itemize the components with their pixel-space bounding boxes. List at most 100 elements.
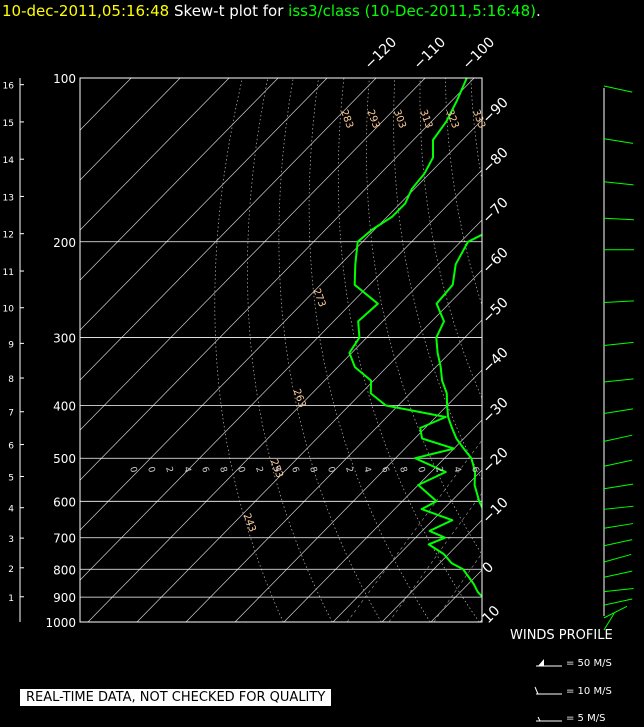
height-tick-label: 10 bbox=[3, 305, 15, 315]
height-tick-label: 9 bbox=[8, 340, 14, 350]
legend-5ms-label: = 5 M/S bbox=[566, 713, 606, 724]
moist-adiabat-label: 0 bbox=[127, 466, 138, 474]
wind-barb bbox=[603, 408, 634, 415]
wind-barb bbox=[603, 587, 634, 593]
moist-adiabat-label: 0 bbox=[235, 466, 246, 474]
isotherm-line bbox=[80, 78, 181, 181]
wind-barb bbox=[603, 570, 633, 578]
temperature-tick-label: −100 bbox=[460, 34, 499, 73]
temperature-tick-label: −10 bbox=[480, 495, 512, 527]
dry-adiabat-line bbox=[214, 78, 284, 622]
temperature-tick-label: 10 bbox=[480, 603, 504, 627]
moist-adiabat-label: 4 bbox=[451, 466, 462, 474]
isotherm-line bbox=[136, 269, 482, 622]
moist-adiabat-label: 8 bbox=[217, 466, 228, 474]
moist-adiabat-label: 8 bbox=[307, 466, 318, 474]
height-tick-label: 3 bbox=[8, 535, 14, 545]
mixing-ratio-line bbox=[388, 492, 482, 622]
moist-adiabat-label: 0 bbox=[145, 466, 156, 474]
moist-adiabat-label: 2 bbox=[253, 466, 264, 474]
dry-adiabat-line bbox=[419, 78, 482, 400]
winds-profile-title: WINDS PROFILE bbox=[510, 628, 613, 643]
height-tick-label: 7 bbox=[8, 409, 14, 419]
chart-title: 10-dec-2011,05:16:48 Skew-t plot for iss… bbox=[2, 2, 541, 20]
dry-adiabat-line bbox=[278, 78, 382, 622]
pressure-tick-label: 600 bbox=[53, 495, 76, 509]
isotherm-line bbox=[332, 469, 482, 622]
dry-adiabat-line bbox=[522, 78, 644, 622]
isotherm-line bbox=[80, 78, 328, 331]
title-source: iss3/class (10-Dec-2011,5:16:48) bbox=[288, 2, 536, 20]
dry-adiabat-label: 243 bbox=[241, 512, 258, 534]
wind-barb bbox=[603, 459, 633, 467]
dry-adiabat-label: 323 bbox=[444, 108, 461, 130]
wind-barb bbox=[603, 539, 633, 547]
isotherm-line bbox=[430, 569, 482, 622]
moist-adiabat-label: 0 bbox=[415, 466, 426, 474]
isotherm-line bbox=[578, 78, 644, 622]
wind-barb bbox=[603, 181, 634, 186]
mixing-ratio-line bbox=[535, 242, 644, 622]
wind-barb bbox=[603, 138, 634, 144]
moist-adiabat-label: 0 bbox=[325, 466, 336, 474]
pressure-tick-label: 400 bbox=[53, 400, 76, 414]
mixing-ratio-line bbox=[552, 242, 644, 622]
legend-10ms-label: = 10 M/S bbox=[566, 686, 612, 697]
dry-adiabat-label: 313 bbox=[417, 108, 434, 130]
height-tick-label: 2 bbox=[8, 565, 14, 575]
height-tick-label: 15 bbox=[3, 119, 14, 129]
mixing-ratio-line bbox=[579, 242, 644, 622]
dry-adiabat-label: 303 bbox=[391, 108, 408, 130]
pressure-tick-label: 1000 bbox=[45, 616, 76, 630]
dry-adiabat-label: 273 bbox=[310, 287, 327, 309]
wind-barb bbox=[603, 553, 632, 563]
isotherm-line bbox=[80, 78, 279, 281]
isotherm-line bbox=[185, 319, 482, 622]
wind-barb bbox=[603, 85, 633, 93]
isotherm-line bbox=[80, 78, 377, 381]
pressure-tick-label: 500 bbox=[53, 452, 76, 466]
pressure-tick-label: 800 bbox=[53, 563, 76, 577]
title-prefix: Skew-t plot for bbox=[174, 2, 284, 20]
pressure-tick-label: 900 bbox=[53, 591, 76, 605]
wind-barb bbox=[603, 341, 634, 347]
wind-barb bbox=[603, 378, 634, 383]
dry-adiabat-label: 293 bbox=[364, 108, 381, 130]
isotherm-line bbox=[80, 78, 475, 481]
temperature-tick-label: −70 bbox=[480, 195, 512, 227]
wind-barb bbox=[603, 483, 634, 490]
mixing-ratio-line bbox=[590, 242, 644, 622]
pressure-tick-label: 200 bbox=[53, 236, 76, 250]
moist-adiabat-label: 8 bbox=[397, 466, 408, 474]
mixing-ratio-line bbox=[433, 552, 482, 622]
disclaimer-banner: REAL-TIME DATA, NOT CHECKED FOR QUALITY bbox=[20, 689, 332, 706]
moist-adiabat-label: 4 bbox=[181, 466, 192, 474]
temperature-tick-label: −80 bbox=[480, 145, 512, 177]
isotherm-line bbox=[80, 78, 426, 431]
height-tick-label: 5 bbox=[8, 474, 14, 484]
temperature-tick-label: −110 bbox=[411, 34, 450, 73]
moist-adiabat-label: 6 bbox=[379, 466, 390, 474]
title-timestamp: 10-dec-2011,05:16:48 bbox=[2, 2, 170, 20]
moist-adiabat-label: 2 bbox=[433, 466, 444, 474]
mixing-ratio-line bbox=[483, 242, 644, 622]
moist-adiabat-label: 6 bbox=[469, 466, 480, 474]
dewpoint-profile-line bbox=[348, 78, 482, 599]
dry-adiabat-line bbox=[445, 78, 482, 307]
wind-barb bbox=[603, 505, 634, 510]
wind-barb bbox=[603, 612, 615, 631]
wind-barb bbox=[603, 217, 634, 221]
isotherm-line bbox=[80, 169, 482, 581]
wind-barb bbox=[603, 523, 634, 529]
height-tick-label: 4 bbox=[8, 505, 14, 515]
temperature-tick-label: −50 bbox=[480, 295, 512, 327]
wind-barb bbox=[603, 598, 633, 606]
dry-adiabat-line bbox=[308, 78, 431, 622]
wind-barb bbox=[603, 300, 634, 303]
wind-barb bbox=[603, 605, 628, 619]
isotherm-line bbox=[87, 219, 482, 622]
temperature-tick-label: −20 bbox=[480, 445, 512, 477]
moist-adiabat-label: 6 bbox=[289, 466, 300, 474]
isotherm-line bbox=[381, 519, 482, 622]
